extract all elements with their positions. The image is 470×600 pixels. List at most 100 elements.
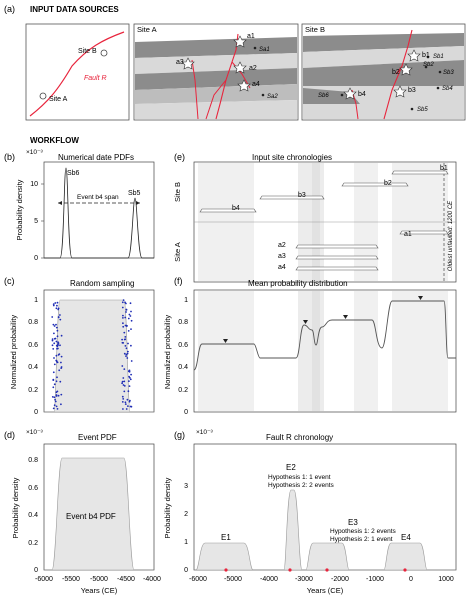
label-sb6: Sb6 (318, 93, 329, 99)
sample-point (125, 308, 128, 311)
panel-d-ytick-04: 0.4 (28, 512, 38, 519)
map-site-a-label: Site A (49, 96, 68, 103)
event-e4: E4 (401, 533, 411, 542)
panel-f-ytick-04: 0.4 (178, 364, 188, 371)
panel-g-title: Fault R chronology (266, 433, 333, 442)
sample-point (121, 382, 123, 385)
panel-c-ytick-0: 0 (34, 409, 38, 416)
sample-point (124, 401, 127, 404)
label-sb4: Sb4 (442, 86, 453, 92)
panel-f-ytick-1: 1 (184, 297, 188, 304)
panel-b-ytick-10: 10 (30, 181, 38, 188)
sample-point (130, 319, 133, 322)
sample-point (55, 323, 57, 326)
sample-point (57, 394, 60, 397)
panel-e-label: (e) (174, 152, 185, 162)
panel-g-exponent: ×10⁻³ (196, 429, 213, 436)
panel-e-title: Input site chronologies (252, 153, 332, 162)
sample-point (57, 308, 60, 311)
sample-point (130, 344, 132, 347)
label-b1: b1 (422, 52, 430, 59)
sample-point (125, 408, 128, 410)
sample-point (53, 396, 56, 399)
sample-point (128, 313, 131, 316)
sample-point (55, 354, 58, 357)
sample-point (123, 380, 126, 383)
sample-point (122, 342, 125, 344)
sample-point (52, 348, 55, 350)
panel-d-xtick-5500: -5500 (62, 576, 80, 583)
sample-point (130, 360, 133, 362)
sample-point (60, 355, 63, 358)
chrono-b4: b4 (232, 205, 240, 212)
panel-d-ytick-02: 0.2 (28, 540, 38, 547)
sample-point (127, 350, 129, 353)
label-a4: a4 (252, 81, 260, 88)
sample-point (59, 380, 62, 383)
sample-point (121, 365, 124, 367)
panel-g-ytick-1: 1 (184, 539, 188, 546)
sample-point (57, 341, 59, 344)
e3-hypothesis-2: Hypothesis 2: 1 event (330, 536, 393, 543)
panel-c-ytick-02: 0.2 (28, 387, 38, 394)
panel-c-ytick-06: 0.6 (28, 342, 38, 349)
panel-g-ytick-0: 0 (184, 567, 188, 574)
label-a1: a1 (247, 33, 255, 40)
sample-point (123, 390, 126, 393)
pdf-curves (44, 167, 154, 259)
panel-d-xtick-4000: -4000 (143, 576, 161, 583)
sample-point (60, 403, 62, 406)
sample-point (123, 338, 126, 341)
panel-e: (e) Input site chronologies b1 b2 b3 b4 … (173, 152, 457, 283)
sample-point (56, 361, 59, 364)
label-sb5: Sb5 (417, 107, 428, 113)
sample-point (129, 302, 132, 305)
sample-point (121, 301, 124, 304)
chrono-a4: a4 (278, 264, 286, 271)
site-a-title: Site A (137, 25, 157, 34)
sample-point (122, 377, 125, 379)
chrono-b1: b1 (440, 165, 448, 172)
mean-probability-curve (193, 300, 456, 371)
sample-point (56, 301, 59, 304)
sample-point (123, 352, 126, 355)
fault-trace (29, 31, 125, 117)
sample-point (127, 405, 129, 407)
sample-point (124, 403, 127, 405)
sample-point (122, 325, 125, 328)
chrono-a2: a2 (278, 242, 286, 249)
panel-b-exponent: ×10⁻³ (26, 149, 43, 156)
sample-point (59, 314, 61, 316)
sample-point (56, 376, 58, 379)
site-b-marker (100, 49, 108, 57)
sample-point (51, 338, 54, 340)
sample-point (53, 404, 56, 407)
map-site-b-label: Site B (78, 48, 97, 55)
label-sa2: Sa2 (267, 94, 278, 100)
sample-point (122, 299, 125, 301)
panel-f-ytick-06: 0.6 (178, 342, 188, 349)
sample-point (127, 317, 130, 320)
panel-g-xtick-4000: -4000 (260, 576, 278, 583)
event-b4-pdf (44, 457, 154, 571)
sample-point (121, 401, 124, 403)
panel-c-label: (c) (4, 276, 15, 286)
sample-point (55, 307, 58, 310)
panel-c-ytick-08: 0.8 (28, 319, 38, 326)
panel-f: (f) Mean probability distribution 0 0.2 … (163, 276, 457, 416)
panel-g-xtick-5000: -5000 (224, 576, 242, 583)
panel-g-label: (g) (174, 430, 185, 440)
panel-b-title: Numerical date PDFs (58, 153, 134, 162)
location-map: Site A Site B Fault R (25, 23, 130, 121)
sample-point (125, 347, 128, 350)
sample-point (59, 318, 62, 321)
sample-point (53, 332, 55, 335)
panel-c: (c) Random sampling 0 0.2 0.4 0.6 0.8 1 … (4, 276, 155, 416)
sample-point (124, 336, 127, 338)
label-sb3: Sb3 (443, 70, 454, 76)
panel-g: (g) ×10⁻³ Fault R chronology E1 E2 E3 E4… (163, 429, 457, 595)
sample-point (55, 360, 58, 362)
label-sb2: Sb2 (423, 62, 434, 68)
sample-point (123, 368, 126, 370)
